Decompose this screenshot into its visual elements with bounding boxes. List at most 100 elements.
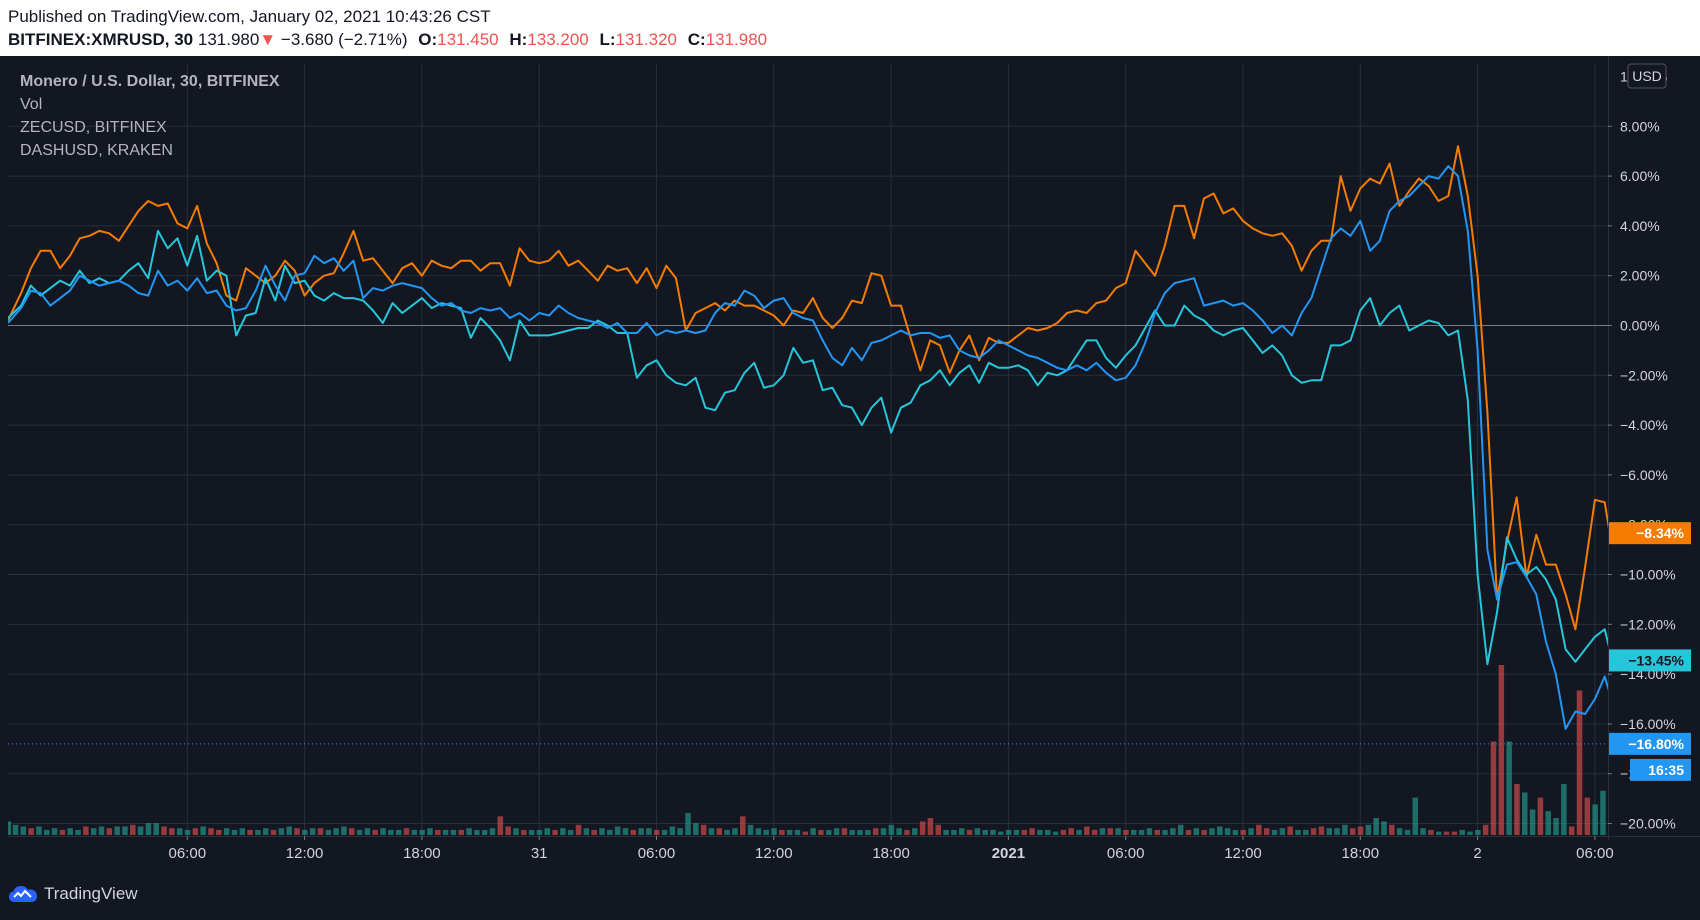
volume-bar xyxy=(505,826,511,835)
volume-bar xyxy=(286,826,292,835)
volume-bar xyxy=(36,826,42,835)
volume-bar xyxy=(83,826,89,835)
volume-bar xyxy=(966,829,973,835)
volume-bar xyxy=(130,824,136,835)
low-value: 131.320 xyxy=(615,30,677,49)
change-down-icon: ▼ xyxy=(259,30,277,49)
volume-bar xyxy=(857,829,863,835)
volume-bar xyxy=(1600,790,1606,835)
volume-bar xyxy=(646,828,652,835)
legend-volume[interactable]: Vol xyxy=(20,96,43,113)
volume-bar xyxy=(90,828,97,835)
last-value-tag-dashusd-text: −16.80% xyxy=(1628,736,1684,752)
volume-bar xyxy=(1248,828,1254,835)
y-tick-label: −6.00% xyxy=(1620,467,1668,483)
volume-bar xyxy=(1084,826,1090,835)
volume-bar xyxy=(1561,784,1567,835)
volume-bar xyxy=(552,829,558,835)
volume-bar xyxy=(419,829,425,835)
volume-bar xyxy=(262,828,269,835)
volume-bar xyxy=(1506,741,1512,835)
volume-bar xyxy=(927,818,934,835)
volume-bar xyxy=(239,828,246,835)
volume-bar xyxy=(1021,829,1028,835)
volume-bar xyxy=(1217,826,1223,835)
volume-bar xyxy=(1107,828,1114,835)
volume-bar xyxy=(1389,824,1395,835)
tradingview-cloud-icon xyxy=(9,886,37,902)
volume-bar xyxy=(364,828,371,835)
volume-bar xyxy=(802,831,809,835)
volume-bar xyxy=(1435,831,1442,835)
volume-bar xyxy=(1170,828,1176,835)
x-tick-label: 12:00 xyxy=(755,845,793,862)
tradingview-logo[interactable]: TradingView xyxy=(8,884,138,904)
legend-compare-dash[interactable]: DASHUSD, KRAKEN xyxy=(20,142,173,159)
volume-bar xyxy=(1443,831,1450,835)
volume-bar xyxy=(1146,828,1153,835)
bar-countdown-tag xyxy=(1630,758,1691,781)
volume-bar xyxy=(575,824,582,835)
volume-bar xyxy=(724,829,730,835)
volume-bar xyxy=(747,824,754,835)
volume-bar xyxy=(794,829,801,835)
volume-bar xyxy=(1514,784,1520,835)
volume-bar xyxy=(153,823,159,835)
volume-bar xyxy=(849,829,855,835)
x-tick-label: 06:00 xyxy=(169,845,207,862)
legend-main-series[interactable]: Monero / U.S. Dollar, 30, BITFINEX xyxy=(20,73,280,90)
x-tick-label: 18:00 xyxy=(403,845,441,862)
volume-bar xyxy=(184,829,191,835)
volume-bar xyxy=(59,829,66,835)
volume-bar xyxy=(880,828,887,835)
series-line-zecusd[interactable] xyxy=(8,229,1673,724)
volume-bar xyxy=(1428,829,1434,835)
volume-bar xyxy=(732,828,738,835)
volume-bar xyxy=(1209,828,1215,835)
volume-bar xyxy=(771,828,777,835)
volume-bar xyxy=(904,829,910,835)
y-tick-label: −2.00% xyxy=(1620,367,1668,383)
volume-bar xyxy=(1318,826,1325,835)
volume-bar xyxy=(896,828,902,835)
volume-bar xyxy=(1271,829,1278,835)
volume-bar xyxy=(137,826,144,835)
open-value: 131.450 xyxy=(437,30,499,49)
volume-bar xyxy=(223,828,230,835)
chart-area[interactable]: 10.00%8.00%6.00%4.00%2.00%0.00%−2.00%−4.… xyxy=(0,56,1700,870)
legend-compare-zec[interactable]: ZECUSD, BITFINEX xyxy=(20,119,167,136)
volume-bar xyxy=(169,828,175,835)
volume-bar xyxy=(294,828,300,835)
volume-bar xyxy=(411,829,418,835)
brand-name: TradingView xyxy=(44,884,138,903)
series-line-dashusd[interactable] xyxy=(8,165,1673,781)
x-tick-label: 2 xyxy=(1473,845,1481,862)
volume-bar xyxy=(8,821,11,835)
volume-bar xyxy=(560,828,566,835)
x-tick-label: 12:00 xyxy=(1224,845,1262,862)
symbol-label: BITFINEX:XMRUSD, 30 xyxy=(8,30,194,49)
volume-bar xyxy=(982,829,988,835)
series-line-xmrusd[interactable] xyxy=(8,145,1673,631)
volume-bar xyxy=(567,829,574,835)
last-value-tag-zecusd-text: −13.45% xyxy=(1628,652,1684,668)
chart-svg[interactable]: 10.00%8.00%6.00%4.00%2.00%0.00%−2.00%−4.… xyxy=(0,56,1700,870)
volume-bar xyxy=(1287,826,1293,835)
volume-bar xyxy=(333,828,339,835)
volume-bar xyxy=(255,829,261,835)
volume-bar xyxy=(403,828,410,835)
volume-bar xyxy=(442,829,449,835)
currency-badge[interactable] xyxy=(1627,63,1667,89)
close-label: C: xyxy=(687,30,706,49)
x-tick-label: 12:00 xyxy=(286,845,324,862)
close-value: 131.980 xyxy=(705,30,768,49)
volume-bar xyxy=(669,826,676,835)
currency-label[interactable]: USD xyxy=(1632,68,1662,84)
volume-bar xyxy=(1678,784,1684,835)
volume-bar xyxy=(161,826,167,835)
volume-bar xyxy=(810,828,816,835)
volume-bar xyxy=(1013,829,1020,835)
volume-bar xyxy=(630,829,637,835)
volume-bar xyxy=(591,829,597,835)
volume-bar xyxy=(740,816,746,835)
